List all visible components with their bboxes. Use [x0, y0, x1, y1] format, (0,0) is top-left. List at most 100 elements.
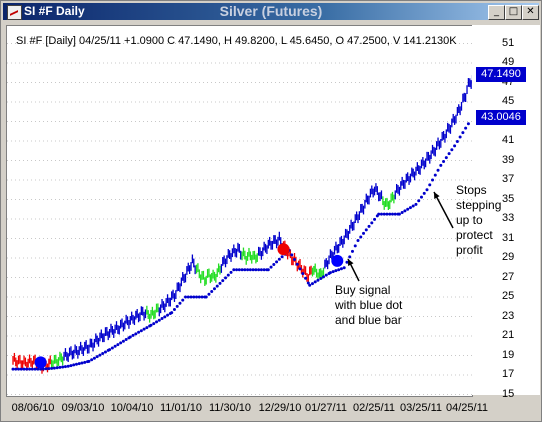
- stop-dot: [414, 202, 418, 206]
- stop-dot: [41, 367, 45, 371]
- stop-dot: [382, 212, 386, 216]
- price-tick-label: 45: [502, 95, 515, 107]
- stop-dot: [90, 358, 94, 362]
- stop-dot: [121, 339, 125, 343]
- stop-dot: [30, 367, 34, 371]
- stop-dot: [149, 323, 153, 327]
- stop-dot: [215, 284, 219, 288]
- stop-dot: [301, 272, 305, 276]
- stop-dot: [403, 209, 407, 213]
- stop-dot: [155, 320, 159, 324]
- stop-dot: [116, 343, 120, 347]
- price-tick-label: 19: [502, 348, 515, 361]
- date-tick-label: 09/03/10: [61, 402, 105, 414]
- stop-dot: [226, 273, 230, 277]
- stop-dot: [257, 268, 261, 272]
- stop-dot: [66, 364, 70, 368]
- window-title: SI #F Daily: [24, 4, 85, 18]
- stop-dot: [408, 206, 412, 210]
- price-axis: 51494745434139373533312927252321191715: [472, 25, 540, 400]
- stop-dot: [259, 268, 263, 272]
- price-tick-label: 23: [502, 309, 515, 322]
- price-tick-label: 17: [502, 368, 515, 380]
- chart-app-icon: [7, 5, 22, 20]
- stop-dot: [350, 249, 354, 253]
- close-button[interactable]: ✕: [522, 5, 539, 20]
- stop-dot: [269, 265, 273, 269]
- price-tick-label: 27: [502, 270, 515, 283]
- stop-dot: [272, 263, 276, 266]
- stop-dot: [280, 255, 284, 259]
- stop-dot: [337, 268, 341, 272]
- stop-dot: [310, 282, 314, 286]
- stop-dot: [293, 258, 297, 262]
- stop-dot: [461, 131, 465, 135]
- stop-dot: [80, 361, 84, 365]
- stop-dot: [184, 295, 187, 299]
- stop-dot: [229, 270, 233, 274]
- stop-dot: [373, 217, 377, 221]
- stop-dot: [277, 257, 281, 261]
- stop-dot: [316, 278, 320, 282]
- maximize-button[interactable]: □: [505, 5, 522, 20]
- stop-dot: [331, 270, 335, 274]
- stop-dot: [342, 266, 346, 270]
- stop-dot: [221, 279, 225, 283]
- stop-dot: [189, 295, 193, 299]
- title-bar[interactable]: SI #F Daily Silver (Futures) _ □ ✕: [3, 3, 539, 20]
- minimize-button[interactable]: _: [488, 5, 505, 20]
- stop-dot: [439, 163, 443, 167]
- stop-dot: [251, 268, 255, 272]
- stop-dot: [298, 267, 302, 271]
- stop-dot: [275, 260, 279, 264]
- stop-dot: [237, 268, 241, 272]
- stop-dot: [160, 317, 164, 321]
- stop-dot: [44, 367, 48, 371]
- stop-dot: [322, 275, 325, 279]
- stop-dot: [47, 367, 51, 371]
- stop-dot: [218, 281, 222, 285]
- date-tick-label: 01/27/11: [304, 402, 348, 414]
- stop-dot: [139, 329, 143, 333]
- date-tick-label: 02/25/11: [352, 402, 396, 414]
- stop-dot: [204, 295, 208, 299]
- stop-dot: [98, 353, 102, 357]
- price-plot-area[interactable]: SI #F [Daily] 04/25/11 +1.0900 C 47.1490…: [6, 25, 473, 397]
- stop-dot: [92, 356, 96, 360]
- stop-dot: [243, 268, 247, 272]
- price-chart-svg: [7, 43, 472, 395]
- stop-dot: [400, 211, 404, 214]
- stop-dot: [359, 235, 363, 239]
- buy-signal-arrow-head: [348, 259, 354, 266]
- stop-dot: [262, 268, 266, 272]
- annotation-line: up to: [456, 213, 483, 227]
- stop-dot: [25, 367, 29, 371]
- stop-dot: [345, 260, 349, 264]
- last-price-box: 47.1490: [476, 67, 526, 82]
- stop-dot: [200, 295, 204, 299]
- price-tick-label: 21: [502, 329, 515, 341]
- stop-dot: [22, 367, 26, 371]
- stop-dot: [290, 253, 294, 257]
- stop-dot: [58, 365, 62, 369]
- chart-header-quote: SI #F [Daily] 04/25/11 +1.0900 C 47.1490…: [16, 35, 457, 47]
- stop-arrow-2: [433, 191, 454, 229]
- stop-dot: [266, 268, 270, 272]
- price-tick-label: 51: [502, 36, 515, 49]
- stop-dot: [192, 295, 196, 299]
- stop-dot: [447, 152, 451, 156]
- stop-dot: [142, 327, 146, 331]
- stop-dot: [195, 295, 199, 299]
- annotation-line: and blue bar: [335, 313, 402, 327]
- stop-dot: [197, 295, 201, 299]
- stop-arrow-2-head: [434, 192, 440, 199]
- stop-dot: [411, 204, 415, 208]
- stop-dot: [455, 139, 459, 143]
- stop-dot: [207, 292, 211, 296]
- stop-dot: [419, 195, 423, 199]
- stop-dot: [442, 159, 446, 163]
- stop-dot: [186, 295, 190, 299]
- stop-dot: [422, 191, 426, 195]
- price-tick-label: 39: [502, 153, 515, 166]
- stop-dot: [212, 287, 216, 291]
